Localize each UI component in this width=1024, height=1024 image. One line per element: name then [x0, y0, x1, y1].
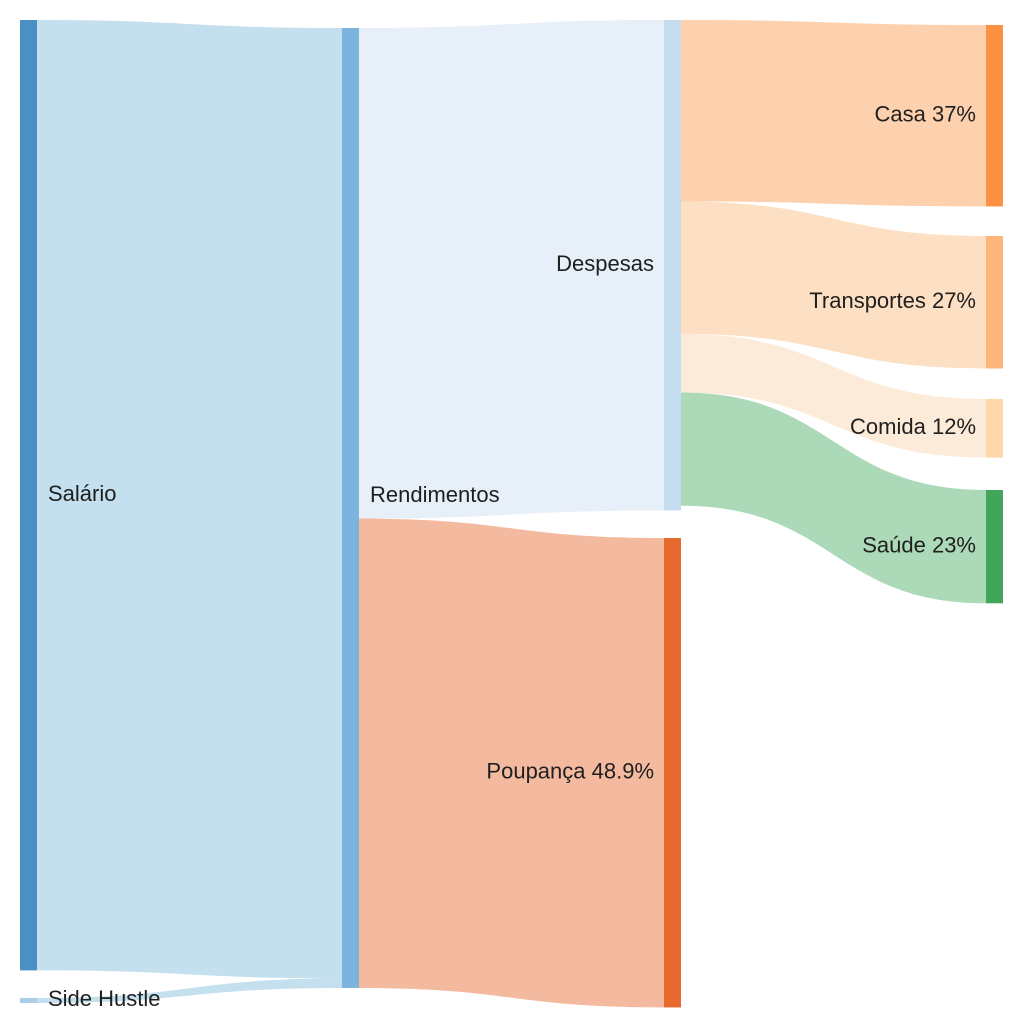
link-desp-trans[interactable]: [681, 201, 986, 369]
node-rend[interactable]: [342, 28, 359, 988]
link-desp-casa[interactable]: [681, 20, 986, 207]
node-side[interactable]: [20, 998, 37, 1003]
node-saude[interactable]: [986, 490, 1003, 604]
link-rend-poup[interactable]: [359, 518, 664, 1008]
node-label-poup: Poupança 48.9%: [486, 759, 654, 784]
node-poup[interactable]: [664, 538, 681, 1008]
node-label-comida: Comida 12%: [850, 414, 976, 439]
node-label-rend: Rendimentos: [370, 482, 500, 507]
node-salario[interactable]: [20, 20, 37, 971]
node-label-side: Side Hustle: [48, 986, 161, 1011]
link-side-rend[interactable]: [37, 978, 342, 1003]
node-casa[interactable]: [986, 25, 1003, 207]
labels-layer: Salário Side Hustle Rendimentos Despesas Pou…: [48, 102, 976, 1011]
link-rend-desp[interactable]: [359, 20, 664, 519]
node-trans[interactable]: [986, 236, 1003, 369]
link-desp-comida[interactable]: [681, 333, 986, 458]
node-label-casa: Casa 37%: [874, 102, 976, 127]
node-label-desp: Despesas: [556, 251, 654, 276]
link-desp-saude[interactable]: [681, 392, 986, 604]
link-salario-rend[interactable]: [37, 20, 342, 979]
node-comida[interactable]: [986, 399, 1003, 458]
node-label-saude: Saúde 23%: [862, 532, 976, 557]
nodes-layer: [20, 20, 1003, 1008]
node-label-trans: Transportes 27%: [809, 288, 976, 313]
links-layer: [37, 20, 986, 1008]
node-label-salario: Salário: [48, 481, 116, 506]
node-desp[interactable]: [664, 20, 681, 511]
